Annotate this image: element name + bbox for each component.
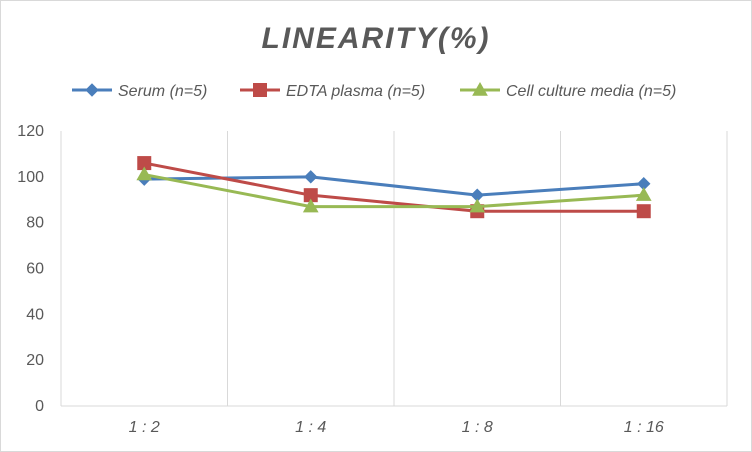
grid bbox=[60, 131, 728, 407]
legend-item: Cell culture media (n=5) bbox=[460, 81, 676, 100]
x-tick-label: 1 : 8 bbox=[462, 419, 493, 436]
legend-label: Cell culture media (n=5) bbox=[506, 83, 676, 100]
data-point bbox=[469, 198, 486, 213]
y-tick-label: 120 bbox=[17, 123, 44, 140]
y-tick-label: 80 bbox=[26, 215, 44, 232]
y-tick-label: 40 bbox=[26, 306, 44, 323]
data-point bbox=[304, 170, 318, 184]
series-group bbox=[136, 156, 652, 219]
legend: Serum (n=5) EDTA plasma (n=5) Cell culture… bbox=[72, 81, 676, 100]
legend-marker bbox=[253, 83, 267, 97]
data-point bbox=[636, 204, 651, 219]
series-line bbox=[143, 173, 644, 209]
x-tick-label: 1 : 2 bbox=[129, 419, 160, 436]
x-axis: 1 : 2 1 : 4 1 : 8 1 : 16 bbox=[129, 419, 664, 436]
legend-label: EDTA plasma (n=5) bbox=[286, 83, 425, 100]
y-tick-label: 0 bbox=[35, 398, 44, 415]
y-axis: 0 20 40 60 80 100 120 bbox=[17, 123, 44, 415]
legend-marker bbox=[85, 83, 99, 97]
chart-title: LINEARITY(%) bbox=[262, 22, 491, 55]
data-point bbox=[635, 187, 652, 201]
x-tick-label: 1 : 4 bbox=[295, 419, 326, 436]
data-point bbox=[136, 166, 153, 181]
series-line bbox=[143, 161, 644, 213]
legend-item: EDTA plasma (n=5) bbox=[240, 83, 425, 100]
legend-item: Serum (n=5) bbox=[72, 83, 207, 100]
legend-label: Serum (n=5) bbox=[118, 83, 207, 100]
data-point bbox=[302, 198, 319, 213]
series-2 bbox=[137, 156, 651, 219]
x-tick-label: 1 : 16 bbox=[624, 419, 664, 436]
y-tick-label: 100 bbox=[17, 169, 44, 186]
series-3 bbox=[136, 166, 652, 213]
y-tick-label: 60 bbox=[26, 261, 44, 278]
y-tick-label: 20 bbox=[26, 352, 44, 369]
legend-marker bbox=[472, 81, 488, 96]
